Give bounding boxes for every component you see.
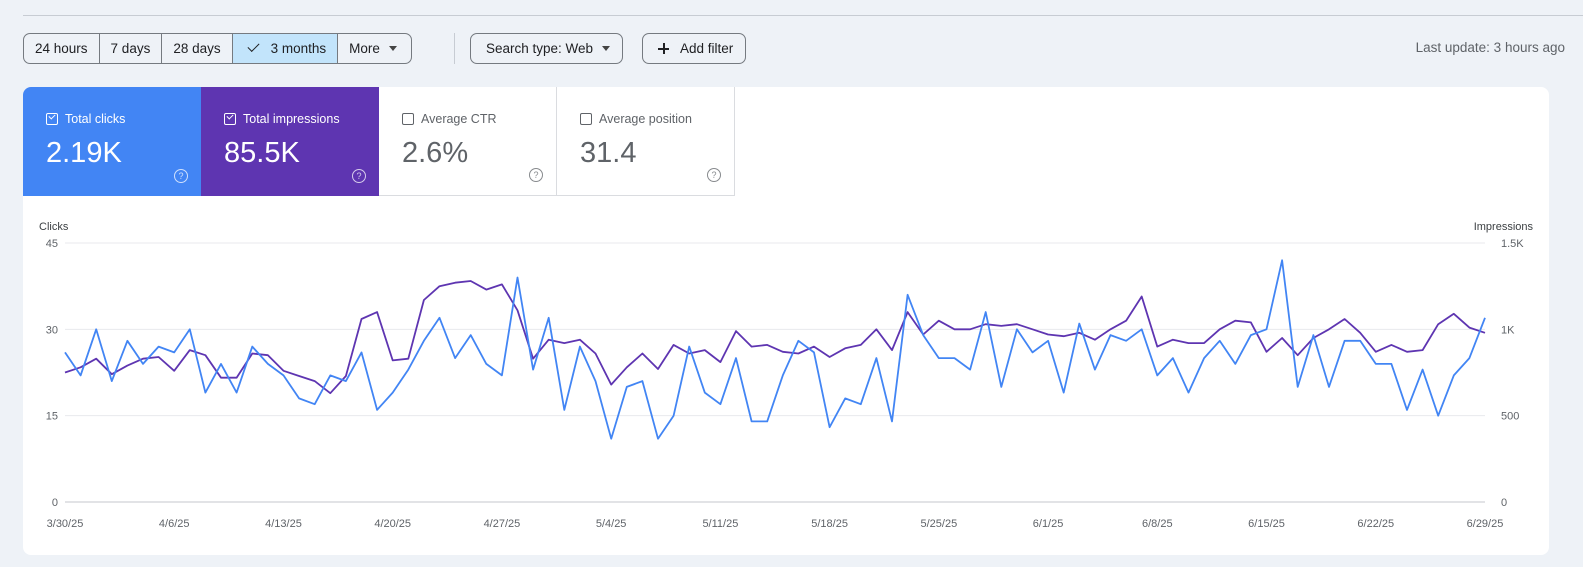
x-tick-label: 4/20/25 [374, 518, 411, 530]
y-left-tick-label: 45 [46, 238, 58, 250]
add-filter-button[interactable]: Add filter [642, 33, 747, 64]
chevron-down-icon [602, 46, 611, 51]
x-tick-label: 6/15/25 [1248, 518, 1285, 530]
search-type-label: Search type: Web [486, 41, 594, 56]
y-right-tick-label: 1K [1501, 324, 1515, 336]
plus-icon [658, 43, 669, 54]
x-tick-label: 5/11/25 [702, 518, 738, 530]
range-28-days-button[interactable]: 28 days [162, 34, 233, 63]
y-left-tick-label: 30 [46, 324, 58, 336]
date-range-selector: 24 hours 7 days 28 days 3 months More [23, 33, 412, 64]
x-tick-label: 5/18/25 [811, 518, 848, 530]
metric-average-position[interactable]: Average position 31.4 ? [557, 87, 735, 196]
average-ctr-value: 2.6% [402, 137, 469, 169]
add-filter-label: Add filter [680, 41, 734, 56]
x-tick-label: 5/4/25 [596, 518, 627, 530]
average-position-value: 31.4 [580, 137, 637, 169]
checkbox-unchecked-icon[interactable] [402, 113, 414, 125]
total-clicks-label: Total clicks [65, 112, 126, 126]
x-tick-label: 4/13/25 [265, 518, 302, 530]
check-icon [247, 39, 260, 53]
x-tick-label: 6/8/25 [1142, 518, 1173, 530]
performance-card: Total clicks 2.19K ? Total impressions 8… [23, 87, 1549, 555]
x-tick-label: 5/25/25 [920, 518, 957, 530]
x-tick-label: 6/1/25 [1033, 518, 1064, 530]
last-update-text: Last update: 3 hours ago [1415, 40, 1565, 55]
search-type-dropdown[interactable]: Search type: Web [470, 33, 624, 64]
checkbox-unchecked-icon[interactable] [580, 113, 592, 125]
total-impressions-value: 85.5K [224, 137, 300, 169]
chevron-down-icon [388, 46, 397, 51]
range-3-months-label: 3 months [270, 41, 327, 56]
x-tick-label: 4/27/25 [484, 518, 521, 530]
checkbox-checked-icon[interactable] [46, 113, 58, 125]
help-icon[interactable]: ? [352, 169, 366, 183]
date-toolbar: 24 hours 7 days 28 days 3 months More Se… [23, 33, 1565, 64]
range-3-months-button[interactable]: 3 months [232, 34, 339, 63]
x-tick-label: 6/29/25 [1467, 518, 1504, 530]
toolbar-divider [454, 33, 455, 64]
range-7-days-button[interactable]: 7 days [100, 34, 163, 63]
y-right-tick-label: 500 [1501, 411, 1519, 423]
y-left-axis-label: Clicks [39, 221, 69, 233]
metric-label: Total impressions [224, 112, 340, 126]
x-tick-label: 6/22/25 [1357, 518, 1394, 530]
metric-label: Average CTR [402, 112, 497, 126]
help-icon[interactable]: ? [529, 168, 543, 182]
top-divider [23, 15, 1583, 16]
average-position-label: Average position [599, 112, 692, 126]
range-24-hours-button[interactable]: 24 hours [24, 34, 100, 63]
y-right-axis-label: Impressions [1474, 221, 1534, 233]
help-icon[interactable]: ? [174, 169, 188, 183]
average-ctr-label: Average CTR [421, 112, 497, 126]
metric-average-ctr[interactable]: Average CTR 2.6% ? [379, 87, 557, 196]
more-label: More [349, 41, 380, 56]
y-left-tick-label: 0 [52, 497, 58, 509]
total-impressions-label: Total impressions [243, 112, 340, 126]
x-tick-label: 3/30/25 [47, 518, 84, 530]
checkbox-checked-icon[interactable] [224, 113, 236, 125]
series-line-clicks [64, 259, 1486, 440]
y-right-tick-label: 1.5K [1501, 238, 1524, 250]
series-line-impressions [64, 280, 1486, 395]
y-left-tick-label: 15 [46, 411, 58, 423]
metric-label: Average position [580, 112, 692, 126]
metric-label: Total clicks [46, 112, 125, 126]
total-clicks-value: 2.19K [46, 137, 122, 169]
metric-total-clicks[interactable]: Total clicks 2.19K ? [23, 87, 201, 196]
help-icon[interactable]: ? [707, 168, 721, 182]
y-right-tick-label: 0 [1501, 497, 1507, 509]
metric-total-impressions[interactable]: Total impressions 85.5K ? [201, 87, 379, 196]
performance-chart[interactable]: 0 15 30 45 0 500 1K 1.5K Clicks Impressions 3/30/2… [23, 197, 1549, 555]
more-ranges-button[interactable]: More [338, 34, 411, 63]
x-tick-label: 4/6/25 [159, 518, 190, 530]
